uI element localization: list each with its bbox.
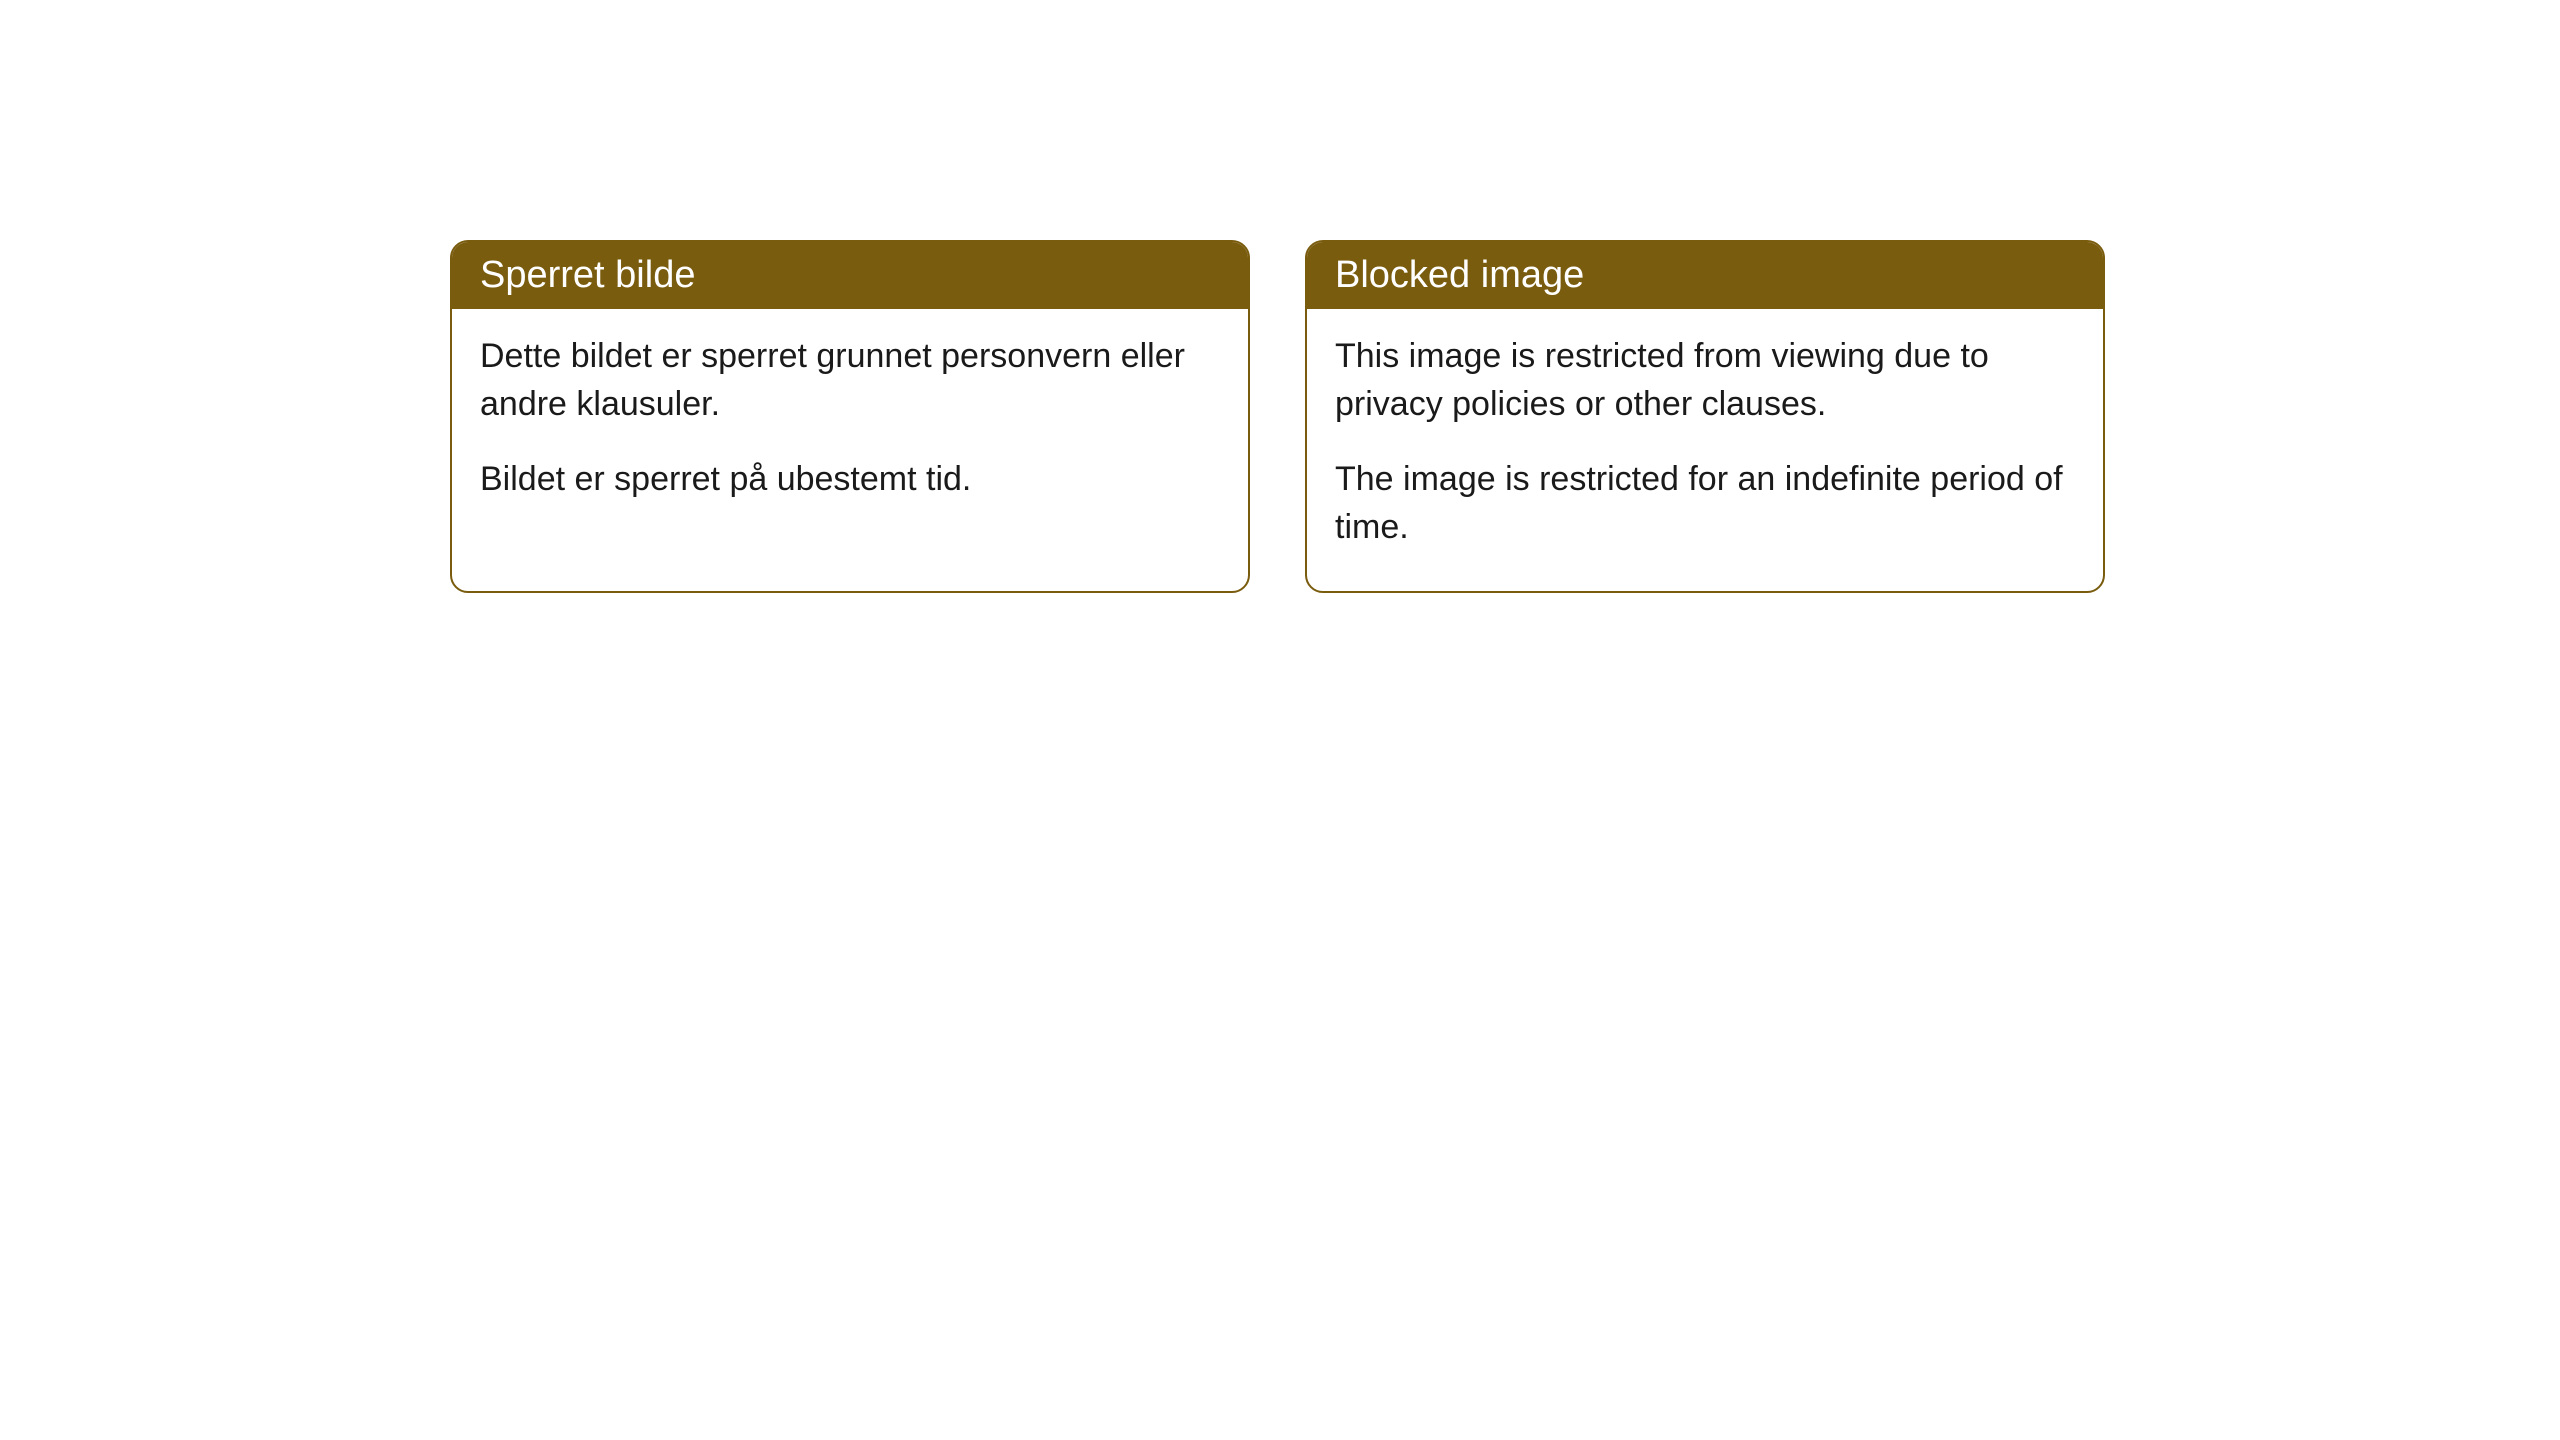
card-title: Blocked image <box>1335 254 1584 296</box>
card-title: Sperret bilde <box>480 254 695 296</box>
card-paragraph-2: Bildet er sperret på ubestemt tid. <box>480 456 1220 504</box>
card-paragraph-1: This image is restricted from viewing du… <box>1335 333 2075 428</box>
notice-card-english: Blocked image This image is restricted f… <box>1305 240 2105 593</box>
notice-card-norwegian: Sperret bilde Dette bildet er sperret gr… <box>450 240 1250 593</box>
card-paragraph-1: Dette bildet er sperret grunnet personve… <box>480 333 1220 428</box>
card-body: This image is restricted from viewing du… <box>1307 309 2103 591</box>
notice-cards-container: Sperret bilde Dette bildet er sperret gr… <box>450 240 2560 593</box>
card-header: Blocked image <box>1307 242 2103 309</box>
card-body: Dette bildet er sperret grunnet personve… <box>452 309 1248 544</box>
card-header: Sperret bilde <box>452 242 1248 309</box>
card-paragraph-2: The image is restricted for an indefinit… <box>1335 456 2075 551</box>
